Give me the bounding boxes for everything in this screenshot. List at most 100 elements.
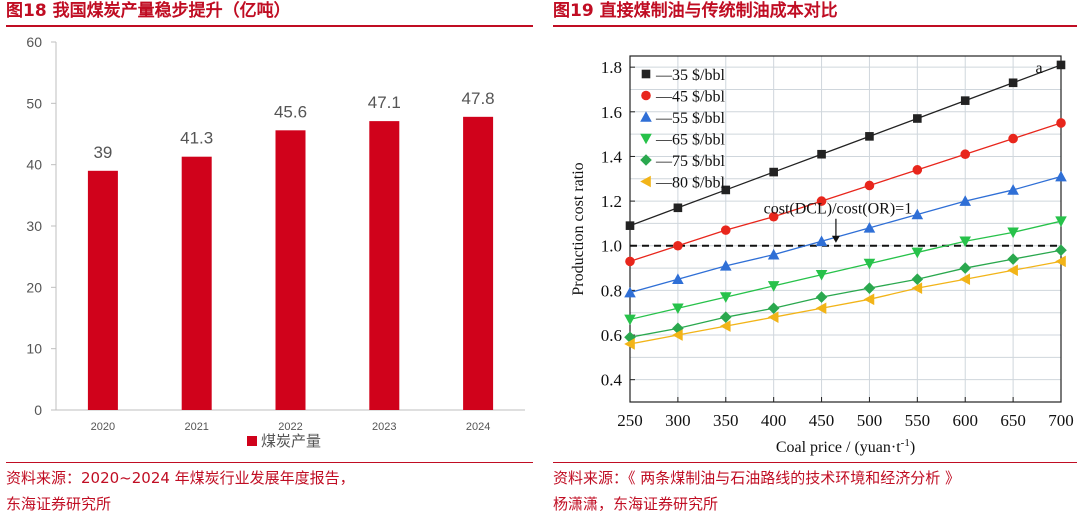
bar-value-label: 41.3 <box>180 129 213 148</box>
bar-value-label: 39 <box>93 143 112 162</box>
data-point <box>959 262 972 274</box>
data-point <box>815 291 828 303</box>
data-point <box>912 165 923 175</box>
data-point <box>769 167 778 177</box>
y-tick-label: 30 <box>26 218 42 234</box>
left-source-rule <box>6 462 533 463</box>
right-source-line2: 杨潇潇，东海证券研究所 <box>553 495 719 513</box>
legend-label: —45 $/bbl <box>655 89 725 106</box>
annotation-arrow-head <box>831 235 840 243</box>
data-point <box>767 281 780 292</box>
coal-output-bar-chart: 0 10 20 30 40 50 60 39 2020 41.3 2021 45.6 2022 47.1 2… <box>26 34 525 450</box>
data-point <box>815 235 828 247</box>
x-tick-label: 300 <box>665 411 691 430</box>
x-tick-label: 2021 <box>184 421 208 433</box>
cost-ratio-line-chart: 0.4 0.6 0.8 1.0 1.2 1.4 1.6 1.8 250 300 350 400 450 5… <box>570 55 1074 456</box>
data-point <box>816 196 827 206</box>
data-point <box>1055 170 1067 182</box>
data-point <box>1007 227 1019 239</box>
panel-label: a <box>1035 60 1042 77</box>
bar <box>181 156 212 410</box>
legend-marker <box>640 111 652 122</box>
legend-marker <box>641 90 651 101</box>
data-point <box>1056 60 1066 70</box>
series-line <box>629 249 1062 338</box>
data-point <box>719 292 732 303</box>
series-line <box>629 64 1062 227</box>
data-point <box>1008 78 1018 88</box>
data-point <box>863 293 875 306</box>
data-point <box>863 282 876 294</box>
data-point <box>911 208 924 220</box>
legend-marker <box>640 133 652 145</box>
x-tick-label: 600 <box>952 411 978 430</box>
bar <box>87 170 118 410</box>
data-point <box>863 258 876 270</box>
data-point <box>960 149 971 160</box>
y-tick-label: 60 <box>26 34 42 50</box>
bar-value-label: 45.6 <box>274 102 307 121</box>
data-point <box>911 273 924 286</box>
data-point <box>959 195 972 206</box>
legend-label: 煤炭产量 <box>261 433 321 450</box>
data-point <box>911 247 924 259</box>
data-point <box>719 260 732 271</box>
data-point <box>720 225 731 235</box>
legend-label: —55 $/bbl <box>655 110 725 127</box>
data-point <box>625 256 635 267</box>
y-tick-label: 0 <box>34 402 42 418</box>
bar-value-label: 47.1 <box>368 93 401 112</box>
data-point <box>913 114 922 123</box>
y-tick-label: 1.2 <box>601 192 622 211</box>
data-point <box>672 322 684 335</box>
data-point <box>1007 253 1019 265</box>
bar <box>369 121 400 411</box>
x-tick-label: 2022 <box>278 421 302 433</box>
bar <box>275 130 306 410</box>
x-tick-label: 2024 <box>466 421 490 433</box>
y-tick-label: 0.8 <box>601 281 622 300</box>
y-tick-label: 20 <box>26 279 42 295</box>
data-point <box>673 240 683 251</box>
data-point <box>721 185 731 195</box>
right-source-line1: 资料来源：《 两条煤制油与石油路线的技术环境和经济分析 》 <box>553 469 961 487</box>
y-tick-label: 0.4 <box>601 371 623 390</box>
series-line <box>629 260 1062 345</box>
data-point <box>1055 255 1066 268</box>
legend-label: —35 $/bbl <box>655 67 725 84</box>
data-point <box>719 311 732 323</box>
right-figure-title: 图19 直接煤制油与传统制油成本对比 <box>553 1 838 21</box>
legend-label: —80 $/bbl <box>655 175 725 192</box>
series-line <box>629 122 1062 262</box>
data-point <box>864 180 875 191</box>
data-point <box>672 329 683 341</box>
data-point <box>1008 133 1018 144</box>
data-point <box>624 286 636 298</box>
bar-value-label: 47.8 <box>462 89 495 108</box>
x-tick-label: 2023 <box>372 421 396 433</box>
x-tick-label: 250 <box>617 411 643 430</box>
y-tick-label: 50 <box>26 95 42 111</box>
data-point <box>767 248 780 260</box>
data-point <box>672 273 684 285</box>
data-point <box>768 211 779 222</box>
data-point <box>1056 118 1066 128</box>
left-figure-title: 图18 我国煤炭产量稳步提升（亿吨） <box>6 1 291 21</box>
data-point <box>719 320 731 332</box>
x-tick-label: 550 <box>905 411 931 430</box>
data-point <box>959 236 972 248</box>
data-point <box>911 282 923 294</box>
data-point <box>863 222 876 233</box>
left-source-line1: 资料来源：2020~2024 年煤炭行业发展年度报告， <box>6 469 355 487</box>
data-point <box>815 269 828 281</box>
y-tick-label: 1.6 <box>601 103 622 122</box>
data-point <box>624 338 635 350</box>
right-source-rule <box>553 462 1077 463</box>
data-point <box>1055 244 1067 257</box>
x-tick-label: 700 <box>1048 411 1074 430</box>
y-tick-label: 1.8 <box>601 58 622 77</box>
legend-marker <box>640 175 651 188</box>
right-title-rule <box>553 25 1077 27</box>
x-axis-title-close: ) <box>910 439 915 456</box>
data-point <box>817 149 826 159</box>
